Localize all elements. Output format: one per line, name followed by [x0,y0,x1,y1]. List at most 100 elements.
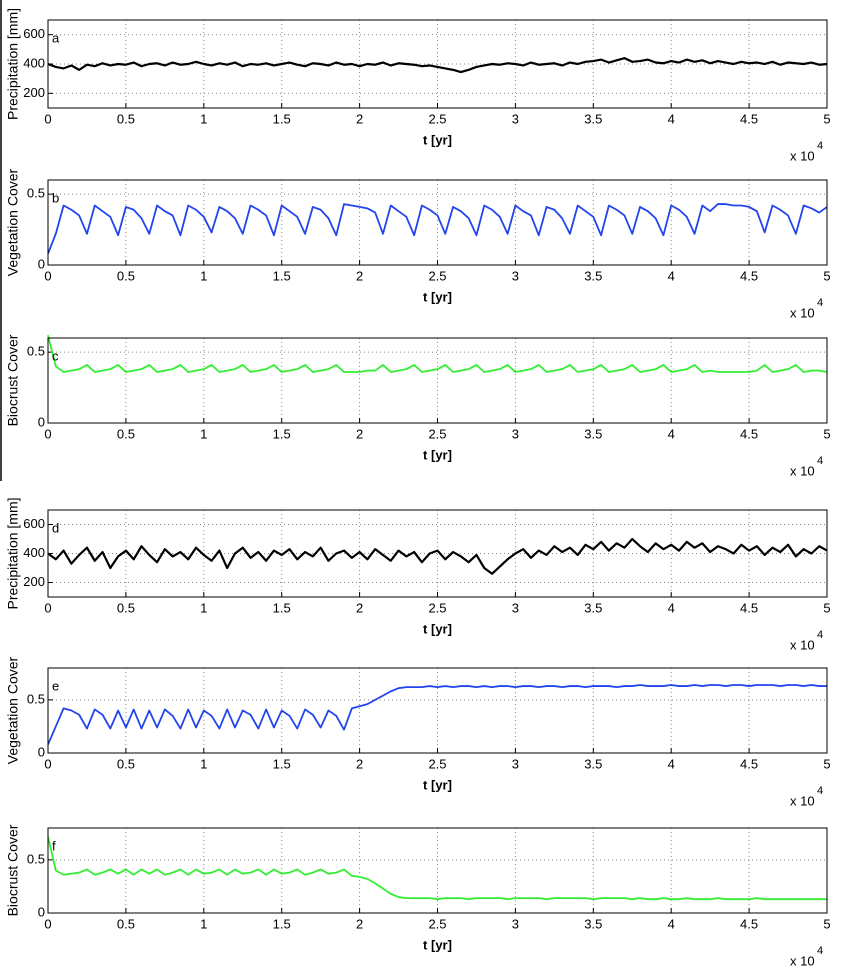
x-tick-label: 0 [44,916,51,931]
axes-box [47,827,828,914]
x-tick-label: 3 [512,756,519,771]
x-tick-label: 3 [512,426,519,441]
y-axis-label: Vegetation Cover [5,168,21,276]
axes-box [47,337,828,424]
x-tick-label: 0 [44,756,51,771]
x-tick-label: 0.5 [117,756,135,771]
y-tick-label: 600 [23,26,45,41]
y-tick-label: 0 [38,414,45,429]
x-multiplier: x 10 [790,463,815,478]
x-exponent: 4 [817,140,823,152]
x-tick-label: 4 [668,111,675,126]
y-tick-label: 0 [38,904,45,919]
x-tick-label: 0 [44,111,51,126]
x-tick-label: 2 [356,111,363,126]
x-tick-label: 2.5 [428,916,446,931]
x-tick-label: 2.5 [428,426,446,441]
x-tick-label: 4.5 [740,916,758,931]
x-tick-label: 0 [44,600,51,615]
x-tick-label: 3.5 [584,111,602,126]
x-tick-label: 1.5 [273,111,291,126]
x-tick-label: 4 [668,600,675,615]
x-tick-label: 3.5 [584,426,602,441]
x-exponent: 4 [817,455,823,467]
x-multiplier: x 10 [790,148,815,163]
x-tick-label: 4.5 [740,426,758,441]
x-tick-label: 1 [200,426,207,441]
y-tick-label: 0.5 [27,186,45,201]
x-tick-label: 1.5 [273,268,291,283]
x-tick-label: 5 [823,600,830,615]
x-tick-label: 1.5 [273,600,291,615]
x-tick-label: 5 [823,916,830,931]
axes-box [47,509,828,598]
x-tick-label: 3.5 [584,600,602,615]
x-axis-label: t [yr] [423,937,452,952]
x-tick-label: 3 [512,600,519,615]
x-tick-label: 1 [200,268,207,283]
x-tick-label: 4 [668,916,675,931]
x-tick-label: 0.5 [117,268,135,283]
x-axis-label: t [yr] [423,777,452,792]
axes-box [47,667,828,754]
x-tick-label: 5 [823,426,830,441]
data-line [47,203,828,254]
x-tick-label: 0.5 [117,600,135,615]
axes-box [47,19,828,109]
x-axis-label: t [yr] [423,289,452,304]
y-axis-label: Precipitation [mm] [5,497,21,609]
data-line [47,684,827,745]
x-tick-label: 4 [668,268,675,283]
x-tick-label: 3 [512,268,519,283]
plot-area [48,338,827,423]
x-tick-label: 1.5 [273,916,291,931]
x-tick-label: 4.5 [740,600,758,615]
y-tick-label: 0 [38,256,45,271]
x-tick-label: 1.5 [273,756,291,771]
y-axis-label: Precipitation [mm] [5,8,21,120]
x-tick-label: 2 [356,600,363,615]
data-line [47,836,827,901]
x-axis-label: t [yr] [423,447,452,462]
x-multiplier: x 10 [790,637,815,652]
x-tick-label: 4.5 [740,268,758,283]
x-tick-label: 5 [823,268,830,283]
x-tick-label: 2 [356,426,363,441]
y-axis-label: Biocrust Cover [5,824,21,916]
x-tick-label: 2 [356,268,363,283]
x-tick-label: 3.5 [584,268,602,283]
x-tick-label: 2 [356,756,363,771]
axes-box [47,179,828,266]
x-tick-label: 3 [512,111,519,126]
x-exponent: 4 [817,945,823,957]
x-multiplier: x 10 [790,305,815,320]
data-line [47,334,828,373]
x-tick-label: 1 [200,756,207,771]
panel-label: e [52,678,59,693]
x-axis-label: t [yr] [423,132,452,147]
x-tick-label: 2 [356,916,363,931]
x-tick-label: 1 [200,600,207,615]
panel-label: f [52,838,56,853]
x-tick-label: 0 [44,268,51,283]
x-tick-label: 0.5 [117,426,135,441]
panel-label: d [52,520,59,535]
y-tick-label: 200 [23,85,45,100]
panel-label: c [52,348,59,363]
x-tick-label: 4 [668,426,675,441]
y-tick-label: 0.5 [27,851,45,866]
y-tick-label: 600 [23,516,45,531]
data-line [47,57,828,74]
y-tick-label: 400 [23,545,45,560]
x-tick-label: 2.5 [428,111,446,126]
x-tick-label: 0.5 [117,111,135,126]
x-tick-label: 1 [200,111,207,126]
y-tick-label: 0.5 [27,344,45,359]
x-tick-label: 1 [200,916,207,931]
x-tick-label: 5 [823,756,830,771]
y-tick-label: 200 [23,574,45,589]
x-tick-label: 0.5 [117,916,135,931]
